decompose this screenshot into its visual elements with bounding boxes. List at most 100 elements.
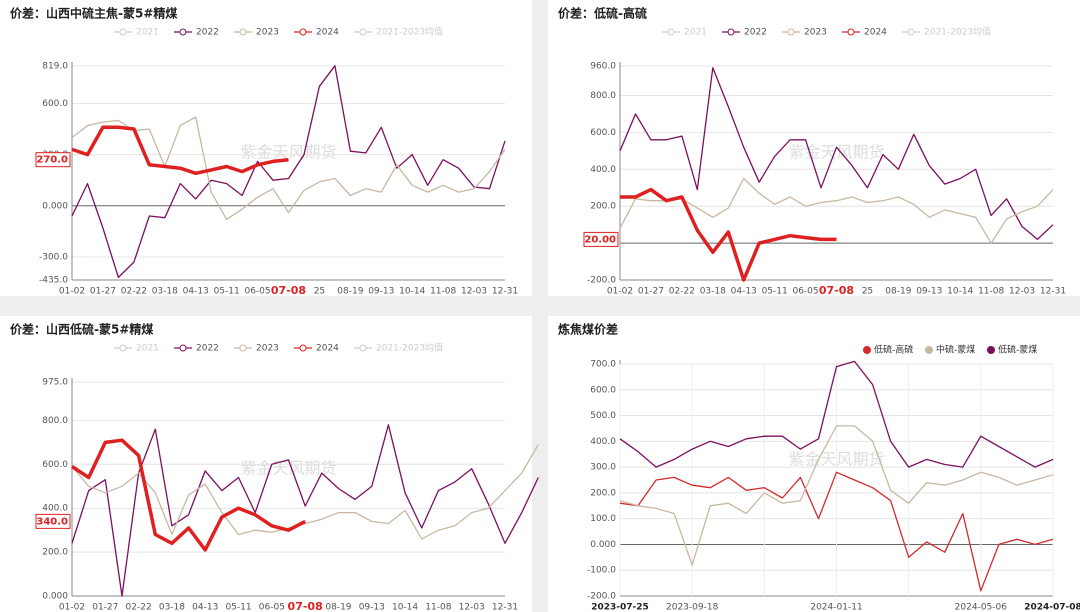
- x-tick-label: 09-13: [916, 287, 942, 297]
- legend-label: 2023: [256, 28, 279, 38]
- y-tick-label: 975.0: [42, 378, 68, 388]
- x-tick-label: 2023-09-18: [666, 603, 719, 612]
- legend-marker: [299, 344, 307, 352]
- x-tick-label: 03-18: [700, 287, 726, 297]
- x-tick-label: 12-03: [461, 287, 487, 297]
- x-tick-label: 05-11: [225, 603, 251, 612]
- x-tick-label: 06-05: [259, 603, 285, 612]
- legend-label: 2022: [744, 28, 767, 38]
- legend-label: 2021: [684, 28, 707, 38]
- y-tick-label: 0.000: [590, 540, 616, 550]
- x-tick-label: 10-14: [399, 287, 425, 297]
- x-tick-label: 01-27: [638, 287, 664, 297]
- series-line: [619, 67, 1054, 241]
- legend-label: 2021-2023均值: [376, 26, 443, 38]
- y-tick-label: 400.0: [590, 437, 616, 447]
- x-tick-label: 12-03: [1009, 287, 1035, 297]
- legend-label: 2023: [256, 344, 279, 354]
- series-line: [619, 177, 1054, 244]
- y-tick-label: 500.0: [590, 411, 616, 421]
- value-tag-box: [583, 231, 619, 247]
- legend-label: 2021: [136, 28, 159, 38]
- x-tick-label: 2024-01-11: [810, 603, 862, 612]
- legend-label: 2023: [804, 28, 827, 38]
- value-tag-box: [35, 152, 71, 168]
- series-line: [71, 125, 289, 176]
- legend-label: 2022: [196, 344, 219, 354]
- x-tick-label: 06-05: [792, 287, 818, 297]
- x-tick-label: 07-08: [819, 284, 854, 297]
- x-tick-label: 02-22: [126, 603, 152, 612]
- legend-marker: [987, 346, 995, 354]
- x-tick-label: 11-08: [425, 603, 451, 612]
- x-tick-label: 12-03: [459, 603, 485, 612]
- y-tick-label: 600.0: [590, 385, 616, 395]
- x-tick-label: 25: [862, 287, 873, 297]
- chart-title: 价差：山西低硫-蒙5#精煤: [10, 322, 153, 337]
- panel-bg: [0, 0, 532, 296]
- legend-marker: [925, 346, 933, 354]
- x-tick-label: 10-14: [392, 603, 418, 612]
- y-tick-label: 0.000: [42, 592, 68, 602]
- legend-marker: [119, 28, 127, 36]
- x-tick-label: 10-14: [947, 287, 973, 297]
- y-tick-label: 600.0: [590, 128, 616, 138]
- legend-label: 2021: [136, 344, 159, 354]
- y-tick-label: 600.0: [42, 460, 68, 470]
- x-tick-label: 02-22: [121, 287, 147, 297]
- x-tick-label: 11-08: [978, 287, 1004, 297]
- watermark: 紫金天风期货: [788, 143, 884, 162]
- legend-marker: [863, 346, 871, 354]
- y-tick-label: 600.0: [42, 99, 68, 109]
- legend-marker: [239, 344, 247, 352]
- x-tick-label: 2024-07-08: [1024, 603, 1080, 612]
- x-tick-label: 04-13: [731, 287, 757, 297]
- y-tick-label: 100.0: [590, 514, 616, 524]
- y-tick-label: 800.0: [42, 416, 68, 426]
- x-tick-label: 12-31: [492, 287, 518, 297]
- panel-bg: [548, 0, 1080, 296]
- y-tick-label: 960.0: [590, 62, 616, 72]
- chart-panel: 价差：山西中硫主焦-蒙5#精煤紫金天风期货-435.0-300.00.00030…: [0, 0, 532, 297]
- x-tick-label: 05-11: [214, 287, 240, 297]
- y-tick-label: -200.0: [587, 276, 616, 286]
- legend-label: 2024: [864, 28, 887, 38]
- chart-title: 炼焦煤价差: [558, 322, 618, 337]
- x-tick-label: 04-13: [183, 287, 209, 297]
- watermark: 紫金天风期货: [240, 143, 336, 162]
- legend-marker: [179, 28, 187, 36]
- legend-marker: [727, 28, 735, 36]
- y-tick-label: 400.0: [42, 504, 68, 514]
- x-tick-label: 09-13: [368, 287, 394, 297]
- legend-label: 2024: [316, 28, 339, 38]
- legend-label: 2021-2023均值: [924, 26, 991, 38]
- legend-label: 2024: [316, 344, 339, 354]
- y-tick-label: 200.0: [590, 202, 616, 212]
- series-line: [620, 187, 837, 282]
- x-tick-label: 01-02: [59, 603, 85, 612]
- x-tick-label: 01-27: [90, 287, 116, 297]
- legend-marker: [787, 28, 795, 36]
- y-tick-label: -300.0: [39, 252, 68, 262]
- legend-marker: [847, 28, 855, 36]
- series-line: [71, 65, 506, 279]
- chart-panel: 炼焦煤价差紫金天风期货-200.0-100.00.000100.0200.030…: [548, 316, 1080, 612]
- series-line: [71, 116, 506, 221]
- series-line: [619, 425, 1054, 566]
- series-line: [71, 424, 539, 597]
- x-tick-label: 01-02: [59, 287, 85, 297]
- series-line: [619, 360, 1054, 468]
- chart-panel: 价差：低硫-高硫紫金天风期货-200.00.000200.0400.0600.0…: [548, 0, 1080, 297]
- y-tick-label: 300.0: [590, 463, 616, 473]
- y-tick-label: 819.0: [42, 62, 68, 72]
- legend-label: 中硫-蒙煤: [936, 344, 975, 356]
- legend-label: 2022: [196, 28, 219, 38]
- x-tick-label: 05-11: [762, 287, 788, 297]
- legend-marker: [299, 28, 307, 36]
- y-tick-label: 400.0: [590, 165, 616, 175]
- value-tag: 20.00: [584, 234, 616, 245]
- y-tick-label: 700.0: [590, 360, 616, 370]
- value-tag: 340.0: [36, 516, 68, 527]
